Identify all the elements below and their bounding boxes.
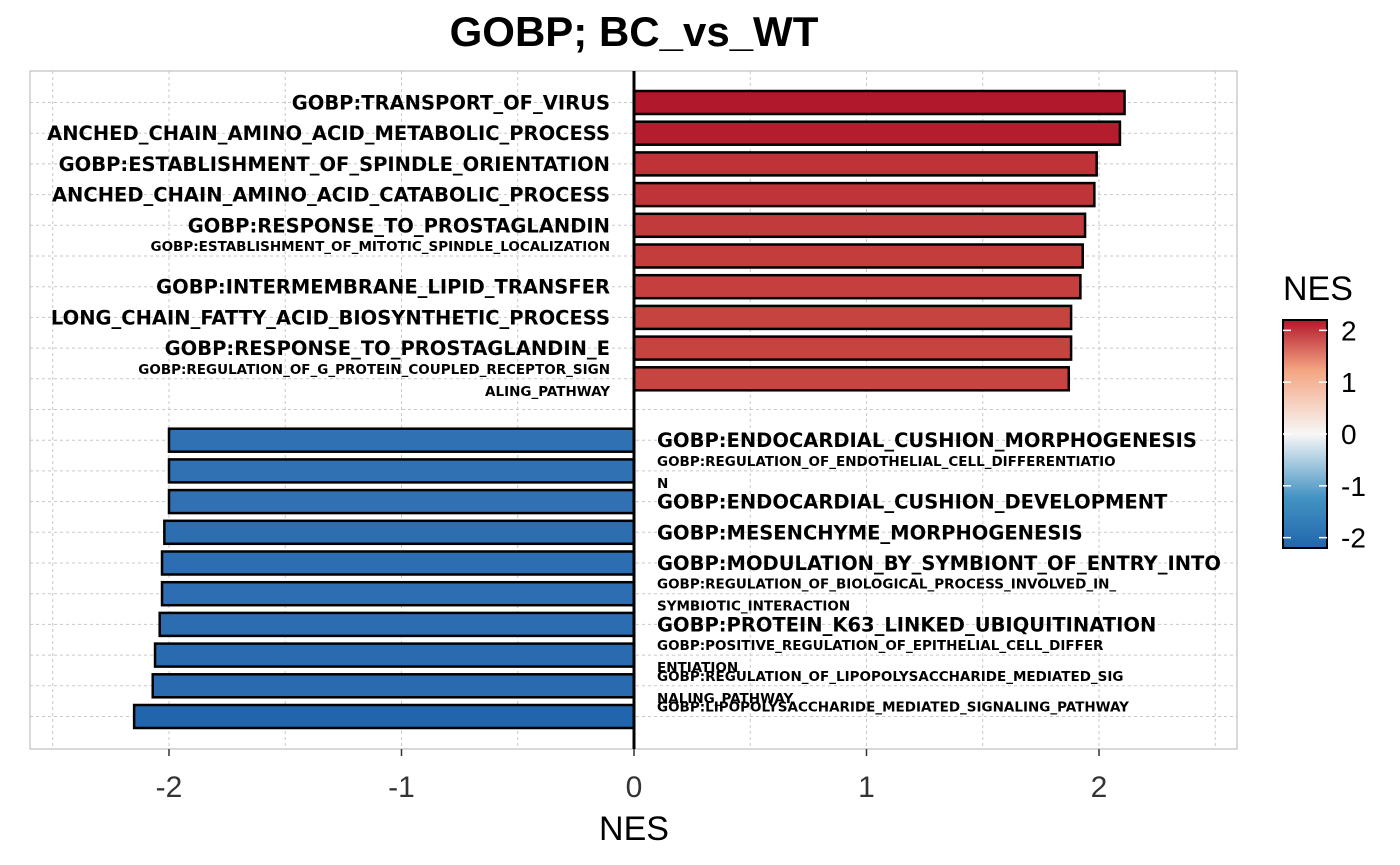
bar-label: GOBP:REGULATION_OF_ENDOTHELIAL_CELL_DIFF…	[657, 454, 1116, 492]
bar	[632, 181, 1096, 208]
bar-label-line: NALING_PATHWAY	[657, 691, 794, 707]
legend-tick-label: -1	[1341, 471, 1366, 502]
x-axis-title: NES	[599, 810, 669, 848]
bar	[632, 89, 1126, 116]
bar-label-line: GOBP:ENDOCARDIAL_CUSHION_MORPHOGENESIS	[657, 429, 1197, 452]
bar-label: GOBP:ESTABLISHMENT_OF_MITOTIC_SPINDLE_LO…	[150, 239, 610, 255]
bar-label: LONG_CHAIN_FATTY_ACID_BIOSYNTHETIC_PROCE…	[51, 306, 610, 329]
bar	[167, 488, 636, 515]
bar	[632, 120, 1122, 146]
bar-label-line: GOBP:ESTABLISHMENT_OF_MITOTIC_SPINDLE_LO…	[150, 239, 610, 255]
bar-label-line: GOBP:TRANSPORT_OF_VIRUS	[292, 92, 610, 115]
legend-title: NES	[1283, 270, 1353, 308]
bar-label: GOBP:ENDOCARDIAL_CUSHION_MORPHOGENESIS	[657, 429, 1197, 452]
bar-label: GOBP:ENDOCARDIAL_CUSHION_DEVELOPMENT	[657, 491, 1168, 514]
bar-label-line: ENTIATION	[657, 660, 738, 676]
x-tick-label: 1	[858, 771, 875, 804]
bar	[632, 335, 1073, 361]
bar	[632, 304, 1073, 331]
plot-area: GOBP:TRANSPORT_OF_VIRUS ANCHED_CHAIN_AMIN…	[29, 70, 1238, 804]
bar-label: GOBP:LIPOPOLYSACCHARIDE_MEDIATED_SIGNALI…	[657, 700, 1129, 716]
bar-label: GOBP:POSITIVE_REGULATION_OF_EPITHELIAL_C…	[657, 638, 1104, 676]
bar-label-line: GOBP:RESPONSE_TO_PROSTAGLANDIN_E	[165, 337, 610, 360]
bar-label: GOBP:MODULATION_BY_SYMBIONT_OF_ENTRY_INT…	[657, 552, 1221, 575]
bar-label-line: ANCHED_CHAIN_AMINO_ACID_METABOLIC_PROCES…	[47, 122, 610, 145]
bar-label-line: GOBP:PROTEIN_K63_LINKED_UBIQUITINATION	[657, 613, 1156, 636]
bar-label: GOBP:ESTABLISHMENT_OF_SPINDLE_ORIENTATIO…	[59, 153, 610, 176]
bar-label-line: GOBP:RESPONSE_TO_PROSTAGLANDIN	[188, 214, 610, 237]
legend-tick-label: 2	[1341, 315, 1357, 346]
bar-label-line: GOBP:ENDOCARDIAL_CUSHION_DEVELOPMENT	[657, 491, 1168, 514]
bar-label: GOBP:PROTEIN_K63_LINKED_UBIQUITINATION	[657, 613, 1156, 636]
bar-label-line: GOBP:REGULATION_OF_BIOLOGICAL_PROCESS_IN…	[657, 577, 1116, 593]
legend-tick-label: 0	[1341, 419, 1357, 450]
bar	[167, 458, 636, 484]
bar	[632, 273, 1082, 300]
bar	[632, 243, 1084, 269]
bar-label: GOBP:REGULATION_OF_BIOLOGICAL_PROCESS_IN…	[657, 577, 1116, 615]
legend-tick-label: 1	[1341, 367, 1357, 398]
bar	[153, 642, 636, 668]
bar-label: GOBP:REGULATION_OF_G_PROTEIN_COUPLED_REC…	[138, 362, 610, 400]
chart-title: GOBP; BC_vs_WT	[450, 8, 819, 55]
bar-label-line: LONG_CHAIN_FATTY_ACID_BIOSYNTHETIC_PROCE…	[51, 306, 610, 329]
bar-label-line: ALING_PATHWAY	[485, 384, 610, 400]
bar-label: GOBP:TRANSPORT_OF_VIRUS	[292, 92, 610, 115]
bar	[632, 151, 1098, 177]
bar	[167, 427, 636, 453]
bar-label-line: N	[657, 476, 668, 492]
legend-tick-label: -2	[1341, 523, 1366, 554]
bar-label: GOBP:MESENCHYME_MORPHOGENESIS	[657, 521, 1083, 544]
bar	[160, 580, 636, 607]
bar	[132, 703, 636, 730]
bar-label: GOBP:RESPONSE_TO_PROSTAGLANDIN_E	[165, 337, 610, 360]
x-tick-label: -2	[156, 771, 183, 804]
bar	[151, 673, 636, 699]
bar-label: GOBP:INTERMEMBRANE_LIPID_TRANSFER	[156, 276, 610, 299]
bar-label: ANCHED_CHAIN_AMINO_ACID_CATABOLIC_PROCES…	[52, 184, 610, 207]
bar-label: GOBP:RESPONSE_TO_PROSTAGLANDIN	[188, 214, 610, 237]
bar-label-line: ANCHED_CHAIN_AMINO_ACID_CATABOLIC_PROCES…	[52, 184, 610, 207]
bar-label-line: GOBP:MESENCHYME_MORPHOGENESIS	[657, 521, 1083, 544]
bar-label: ANCHED_CHAIN_AMINO_ACID_METABOLIC_PROCES…	[47, 122, 610, 145]
bar-label-line: GOBP:LIPOPOLYSACCHARIDE_MEDIATED_SIGNALI…	[657, 700, 1129, 716]
x-tick-label: -1	[388, 771, 415, 804]
color-legend: NES 2 1 0 -1 -2	[1282, 270, 1366, 554]
bar	[160, 550, 636, 576]
bar	[158, 611, 636, 638]
bar	[632, 366, 1071, 392]
bar-label-line: GOBP:INTERMEMBRANE_LIPID_TRANSFER	[156, 276, 610, 299]
bar-label-line: GOBP:ESTABLISHMENT_OF_SPINDLE_ORIENTATIO…	[59, 153, 610, 176]
x-tick-label: 2	[1091, 771, 1108, 804]
bar	[163, 519, 636, 546]
bar-label-line: GOBP:REGULATION_OF_ENDOTHELIAL_CELL_DIFF…	[657, 454, 1116, 470]
bar	[632, 212, 1087, 239]
bar-label: GOBP:REGULATION_OF_LIPOPOLYSACCHARIDE_ME…	[657, 669, 1123, 707]
bar-label-line: GOBP:REGULATION_OF_LIPOPOLYSACCHARIDE_ME…	[657, 669, 1123, 685]
bar-label-line: GOBP:POSITIVE_REGULATION_OF_EPITHELIAL_C…	[657, 638, 1104, 654]
x-tick-label: 0	[626, 771, 643, 804]
bar-label-line: SYMBIOTIC_INTERACTION	[657, 599, 850, 615]
bar-label-line: GOBP:REGULATION_OF_G_PROTEIN_COUPLED_REC…	[138, 362, 610, 378]
bar-label-line: GOBP:MODULATION_BY_SYMBIONT_OF_ENTRY_INT…	[657, 552, 1221, 575]
